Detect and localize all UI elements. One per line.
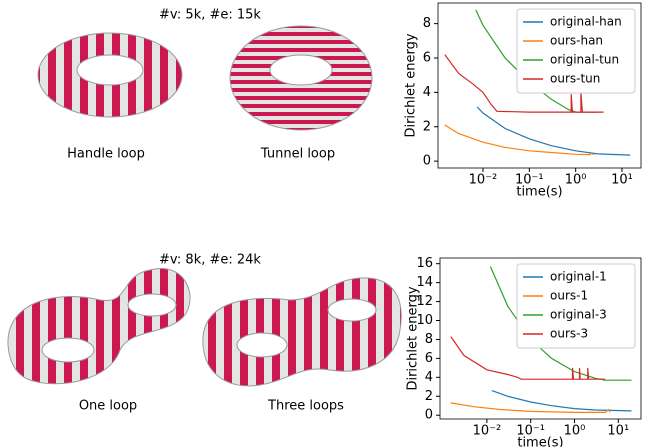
y-axis-label: Dirichlet energy <box>406 286 421 390</box>
y-tick-label: 2 <box>425 389 433 404</box>
render-label: Three loops <box>267 399 344 414</box>
legend-label: ours-han <box>550 34 603 48</box>
one-loop-surface <box>8 269 190 384</box>
y-tick-label: 4 <box>425 370 433 385</box>
caption: #v: 5k, #e: 15k <box>159 8 261 23</box>
legend-label: original-3 <box>550 308 607 322</box>
legend-label: ours-3 <box>550 327 588 341</box>
tunnel-loop-torus <box>230 26 372 130</box>
y-tick-label: 6 <box>425 351 433 366</box>
x-tick-label: 10¹ <box>611 173 633 188</box>
three-loops-surface <box>203 278 401 386</box>
y-tick-label: 8 <box>425 332 433 347</box>
x-tick-label: 10⁰ <box>565 173 587 188</box>
x-tick-label: 10⁻² <box>473 424 502 439</box>
y-tick-label: 8 <box>423 16 431 31</box>
x-tick-label: 10⁰ <box>564 424 586 439</box>
series-line <box>492 391 632 411</box>
y-tick-label: 6 <box>423 51 431 66</box>
legend-label: original-tun <box>550 53 619 67</box>
series-line <box>477 107 630 155</box>
render-label: One loop <box>79 399 137 414</box>
y-axis-label: Dirichlet energy <box>404 33 419 137</box>
render-label: Tunnel loop <box>260 147 335 162</box>
legend-label: ours-tun <box>550 72 600 86</box>
series-line <box>451 403 610 413</box>
y-tick-label: 4 <box>423 85 431 100</box>
x-tick-label: 10⁻² <box>469 173 498 188</box>
legend-label: ours-1 <box>550 289 588 303</box>
figure: #v: 5k, #e: 15k Handle loop Tunnel loop … <box>0 0 649 447</box>
legend-label: original-han <box>550 15 622 29</box>
x-tick-label: 10¹ <box>607 424 629 439</box>
y-tick-label: 2 <box>423 119 431 134</box>
y-tick-label: 0 <box>425 408 433 423</box>
caption: #v: 8k, #e: 24k <box>159 253 261 268</box>
x-axis-label: time(s) <box>516 185 562 200</box>
legend-label: original-1 <box>550 270 607 284</box>
x-axis-label: time(s) <box>517 436 563 447</box>
y-tick-label: 0 <box>423 154 431 169</box>
y-tick-label: 16 <box>416 256 433 271</box>
render-label: Handle loop <box>67 147 145 162</box>
handle-loop-torus <box>38 33 182 117</box>
